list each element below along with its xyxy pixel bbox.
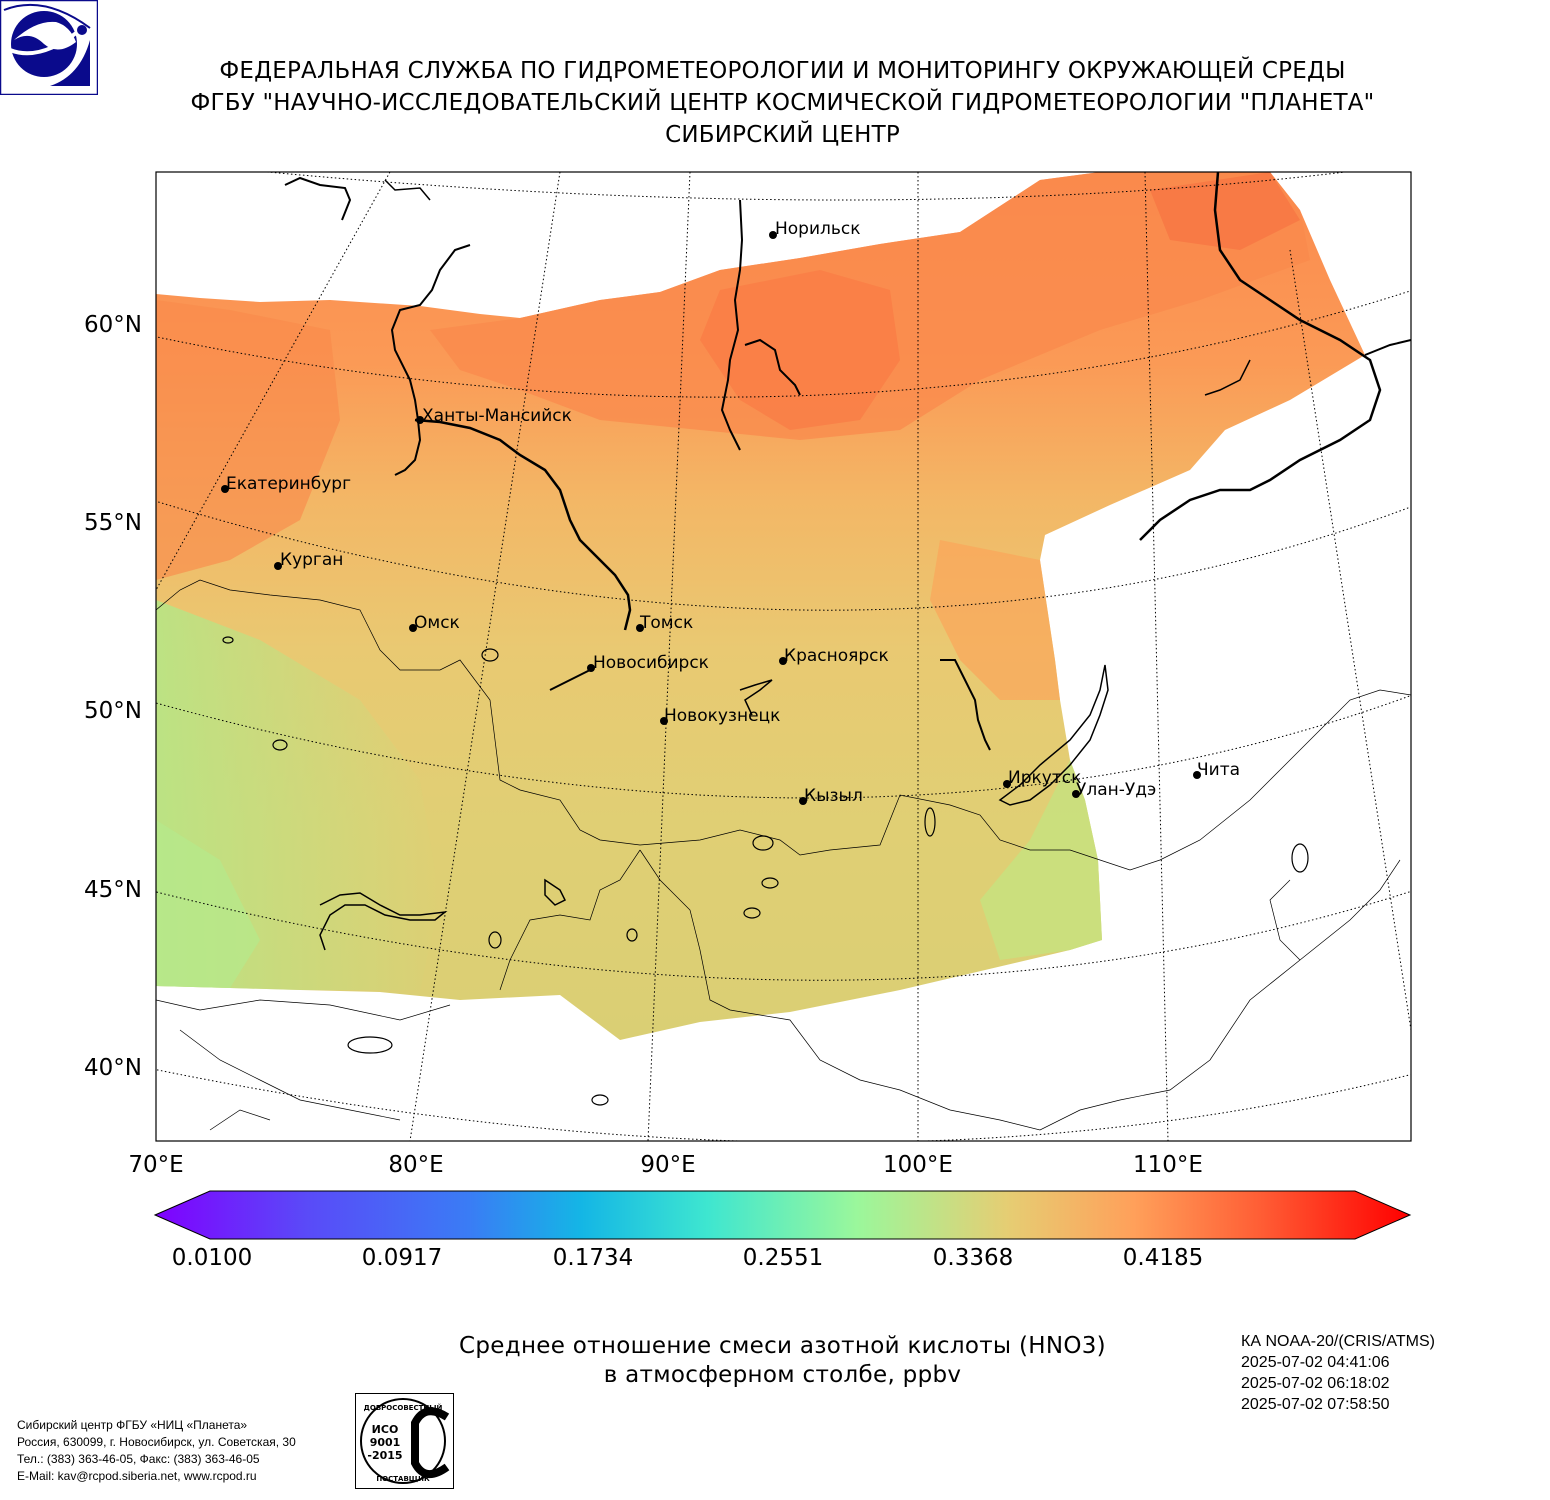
svg-text:Кызыл: Кызыл: [804, 786, 863, 806]
header-title-2: ФГБУ "НАУЧНО-ИССЛЕДОВАТЕЛЬСКИЙ ЦЕНТР КОС…: [190, 90, 1375, 116]
lat-label-50: 50°N: [84, 698, 142, 724]
svg-text:Новокузнецк: Новокузнецк: [664, 706, 780, 726]
svg-text:ИСО: ИСО: [372, 1423, 399, 1436]
map-plot: Норильск Ханты-Мансийск Екатеринбург Кур…: [155, 171, 1412, 1142]
colorbar-tick-4: 0.3368: [932, 1245, 1014, 1271]
map-caption-line1: Среднее отношение смеси азотной кислоты …: [459, 1333, 1106, 1359]
svg-text:Екатеринбург: Екатеринбург: [226, 474, 351, 494]
header-title-1: ФЕДЕРАЛЬНАЯ СЛУЖБА ПО ГИДРОМЕТЕОРОЛОГИИ …: [219, 58, 1346, 84]
time-stamp-2: 2025-07-02 06:18:02: [1241, 1375, 1390, 1392]
footer-address: Россия, 630099, г. Новосибирск, ул. Сове…: [17, 1435, 296, 1449]
city-kurgan[interactable]: Курган: [274, 550, 343, 570]
svg-text:9001: 9001: [370, 1436, 401, 1449]
colorbar-tick-3: 0.2551: [742, 1245, 824, 1271]
time-stamp-1: 2025-07-02 04:41:06: [1241, 1354, 1390, 1371]
svg-text:Чита: Чита: [1197, 760, 1240, 780]
roshydromet-logo-icon: [0, 0, 99, 96]
svg-text:Ханты-Мансийск: Ханты-Мансийск: [422, 406, 572, 426]
svg-text:Красноярск: Красноярск: [784, 646, 889, 666]
city-novosibirsk[interactable]: Новосибирск: [587, 653, 709, 673]
colorbar-tick-1: 0.0917: [361, 1245, 443, 1271]
map-frame: [155, 171, 1412, 1142]
header-title-3: СИБИРСКИЙ ЦЕНТР: [665, 122, 900, 148]
svg-text:Улан-Удэ: Улан-Удэ: [1076, 780, 1156, 800]
city-khanty-mansiysk[interactable]: Ханты-Мансийск: [416, 406, 572, 426]
svg-text:Томск: Томск: [639, 613, 693, 633]
lat-label-40: 40°N: [84, 1055, 142, 1081]
colorbar: [153, 1190, 1412, 1240]
city-yekaterinburg[interactable]: Екатеринбург: [221, 474, 351, 494]
svg-text:-2015: -2015: [367, 1449, 402, 1462]
colorbar-tick-5: 0.4185: [1122, 1245, 1204, 1271]
city-kyzyl[interactable]: Кызыл: [799, 786, 863, 806]
satellite-label: КА NOAA-20/(CRIS/ATMS): [1241, 1333, 1435, 1350]
lon-label-100: 100°E: [883, 1152, 953, 1178]
time-stamp-3: 2025-07-02 07:58:50: [1241, 1396, 1390, 1413]
data-field: [156, 172, 1365, 1040]
svg-text:Курган: Курган: [280, 550, 343, 570]
city-irkutsk[interactable]: Иркутск: [1003, 768, 1081, 788]
city-omsk[interactable]: Омск: [409, 613, 460, 633]
lon-label-80: 80°E: [388, 1152, 444, 1178]
footer-org: Сибирский центр ФГБУ «НИЦ «Планета»: [17, 1418, 248, 1432]
footer-phone: Тел.: (383) 363-46-05, Факс: (383) 363-4…: [17, 1452, 260, 1466]
lon-label-70: 70°E: [128, 1152, 184, 1178]
colorbar-tick-0: 0.0100: [171, 1245, 253, 1271]
graticule: [156, 172, 1411, 1141]
lat-label-60: 60°N: [84, 312, 142, 338]
svg-text:Норильск: Норильск: [775, 219, 861, 239]
svg-text:Омск: Омск: [414, 613, 460, 633]
city-norilsk[interactable]: Норильск: [769, 219, 861, 239]
lon-label-90: 90°E: [640, 1152, 696, 1178]
city-ulan-ude[interactable]: Улан-Удэ: [1072, 780, 1156, 800]
colorbar-gradient: [153, 1190, 1412, 1240]
lon-label-110: 110°E: [1133, 1152, 1203, 1178]
city-tomsk[interactable]: Томск: [636, 613, 693, 633]
geography-lines: [156, 172, 1411, 1131]
map-caption-line2: в атмосферном столбе, ppbv: [603, 1362, 962, 1388]
city-novokuznetsk[interactable]: Новокузнецк: [660, 706, 780, 726]
svg-text:ДОБРОСОВЕСТНЫЙ: ДОБРОСОВЕСТНЫЙ: [364, 1403, 443, 1412]
lat-label-45: 45°N: [84, 877, 142, 903]
svg-text:Новосибирск: Новосибирск: [593, 653, 709, 673]
colorbar-tick-2: 0.1734: [552, 1245, 634, 1271]
city-chita[interactable]: Чита: [1193, 760, 1240, 780]
footer-email: E-Mail: kav@rcpod.siberia.net, www.rcpod…: [17, 1469, 257, 1483]
iso-certification-stamp-icon: ДОБРОСОВЕСТНЫЙ ИСО 9001 -2015 ПОСТАВЩИК: [355, 1393, 454, 1489]
svg-text:ПОСТАВЩИК: ПОСТАВЩИК: [376, 1475, 430, 1483]
svg-text:Иркутск: Иркутск: [1008, 768, 1081, 788]
city-markers: Норильск Ханты-Мансийск Екатеринбург Кур…: [221, 219, 1240, 806]
lat-label-55: 55°N: [84, 510, 142, 536]
city-krasnoyarsk[interactable]: Красноярск: [779, 646, 889, 666]
